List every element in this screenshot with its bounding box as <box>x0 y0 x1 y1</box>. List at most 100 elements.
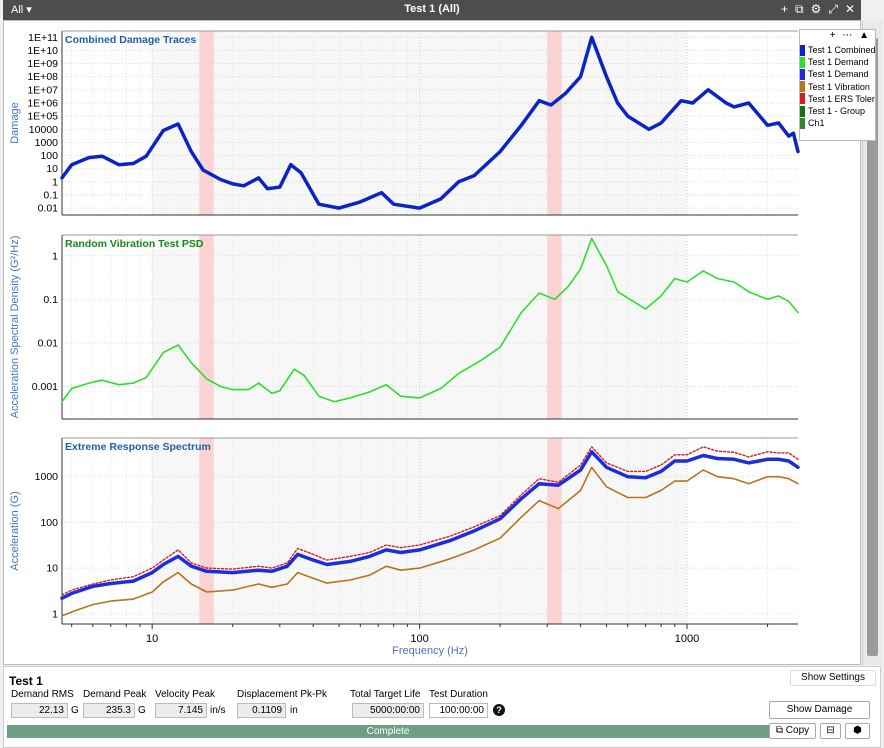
legend-swatch <box>800 68 805 80</box>
target-life-value: 5000:00:00 <box>352 703 424 718</box>
scrollbar-thumb[interactable] <box>867 38 878 656</box>
y-tick-label: 1000 <box>35 471 59 483</box>
plus-icon[interactable]: + <box>780 2 788 16</box>
panel-toggle-button[interactable]: ⊟ <box>820 723 841 739</box>
copy-label: Copy <box>785 725 810 736</box>
y-tick-label: 1E+10 <box>27 45 58 57</box>
metric-unit: G <box>71 705 79 716</box>
metric-label: Total Target Life <box>350 689 421 700</box>
series-line <box>60 35 800 210</box>
charts-svg: 0.010.11101001000100001E+051E+061E+071E+… <box>9 30 800 657</box>
x-axis-label: Frequency (Hz) <box>392 645 468 657</box>
legend-item[interactable]: Test 1 - Group <box>800 105 875 117</box>
y-tick-label: 1 <box>52 250 58 262</box>
help-icon[interactable]: ? <box>493 704 505 716</box>
x-tick-label: 1000 <box>675 633 699 645</box>
legend-label: Test 1 - Group <box>808 106 866 117</box>
legend-label: Test 1 Demand <box>808 69 869 80</box>
filter-dropdown[interactable]: All ▾ <box>11 4 32 16</box>
chart-legend: + ⋯ ▲ Test 1 Combined Test 1 Demand Test 1… <box>799 29 876 141</box>
metric-label: Demand Peak <box>83 689 147 700</box>
y-axis-label: Damage <box>9 102 21 144</box>
chart-panel-0: 0.010.11101001000100001E+051E+061E+071E+… <box>9 30 800 216</box>
y-tick-label: 1 <box>52 608 58 620</box>
test-summary-panel: Test 1 Show Settings Demand RMS 22.13 G … <box>3 666 881 748</box>
velocity-peak-value: 7.145 <box>155 703 207 718</box>
x-tick-label: 100 <box>410 633 428 645</box>
y-tick-label: 1E+05 <box>27 111 58 123</box>
window-titlebar: All ▾ Test 1 (All) + ⧉ ⚙ ⤢ ✕ <box>3 0 861 20</box>
highlight-band <box>547 438 562 624</box>
legend-swatch <box>800 44 805 56</box>
expand-icon[interactable]: ⤢ <box>828 2 838 16</box>
metric-label: Velocity Peak <box>155 689 216 700</box>
legend-item[interactable]: Test 1 Vibration <box>800 81 875 93</box>
highlight-band <box>547 235 562 419</box>
copy-button[interactable]: ⧉ Copy <box>769 723 816 739</box>
copy-icon: ⧉ <box>775 725 783 736</box>
metric-label: Displacement Pk-Pk <box>237 689 328 700</box>
y-tick-label: 10000 <box>29 124 58 136</box>
demand-rms-value: 22.13 <box>11 703 68 718</box>
chart-title: Combined Damage Traces <box>65 34 196 46</box>
show-settings-button[interactable]: Show Settings <box>790 670 876 686</box>
y-tick-label: 0.1 <box>43 294 58 306</box>
legend-label: Test 1 Combined <box>808 45 875 56</box>
y-tick-label: 1E+09 <box>27 58 58 70</box>
metric-label: Demand RMS <box>11 689 74 700</box>
displacement-value: 0.1109 <box>237 703 286 718</box>
copy-icon[interactable]: ⧉ <box>794 2 804 16</box>
chart-panel-2: 1 10 100 1000 Extreme Response Spectrum Accel… <box>9 437 800 657</box>
legend-swatch <box>800 56 805 68</box>
progress-status: Complete <box>366 726 410 737</box>
legend-label: Test 1 Demand <box>808 57 869 68</box>
window-title: Test 1 (All) <box>404 3 460 15</box>
y-tick-label: 100 <box>40 517 58 529</box>
gear-icon[interactable]: ⚙ <box>810 2 822 16</box>
legend-item[interactable]: Test 1 Combined <box>800 44 875 56</box>
close-icon[interactable]: ✕ <box>844 2 855 16</box>
x-tick-label: 10 <box>146 633 158 645</box>
series-line <box>61 446 799 596</box>
show-damage-button[interactable]: Show Damage <box>769 701 870 719</box>
navigate-button[interactable]: ⬢ <box>845 723 870 739</box>
legend-label: Ch1 <box>808 118 825 129</box>
y-tick-label: 0.01 <box>38 203 59 215</box>
legend-item[interactable]: Ch1 <box>800 117 875 129</box>
y-tick-label: 0.1 <box>43 189 58 201</box>
highlight-band <box>199 235 214 419</box>
y-axis-label: Acceleration (G) <box>9 491 21 570</box>
legend-item[interactable]: Test 1 Demand <box>800 56 875 68</box>
summary-title: Test 1 <box>9 674 43 688</box>
metric-unit: in/s <box>210 705 226 716</box>
legend-swatch <box>800 81 805 93</box>
legend-label: Test 1 Vibration <box>808 81 870 92</box>
demand-peak-value: 235.3 <box>83 703 135 718</box>
legend-label: Test 1 ERS Tolerance <box>808 93 875 104</box>
panel-icon: ⊟ <box>826 725 835 736</box>
chart-title: Extreme Response Spectrum <box>65 441 211 453</box>
metric-unit: G <box>138 705 146 716</box>
metric-unit: in <box>290 705 298 716</box>
compass-icon: ⬢ <box>853 725 862 736</box>
test-duration-value[interactable]: 100:00:00 <box>429 703 488 718</box>
series-line <box>61 466 799 617</box>
legend-toolbar[interactable]: + ⋯ ▲ <box>829 30 871 41</box>
y-tick-label: 1E+08 <box>27 71 58 83</box>
y-tick-label: 1E+07 <box>27 84 58 96</box>
y-tick-label: 1E+11 <box>28 32 58 44</box>
legend-item[interactable]: Test 1 Demand <box>800 68 875 80</box>
legend-item[interactable]: Test 1 ERS Tolerance <box>800 93 875 105</box>
y-tick-label: 1000 <box>35 137 59 149</box>
highlight-band <box>199 438 214 624</box>
legend-swatch <box>800 117 805 129</box>
y-tick-label: 1 <box>52 176 58 188</box>
legend-swatch <box>800 93 805 105</box>
highlight-band <box>199 31 214 215</box>
series-line <box>60 450 800 600</box>
legend-swatch <box>800 105 805 117</box>
chart-panel-1: 0.001 0.01 0.1 1 Random Vibration Test PSD Ac… <box>9 234 799 420</box>
plot-area: 0.01 0.1 1 10 100 1000 10000 1E+05 1E+06 1E+07 1E+… <box>3 20 861 665</box>
y-tick-label: 0.01 <box>38 337 59 349</box>
highlight-band <box>547 31 562 215</box>
